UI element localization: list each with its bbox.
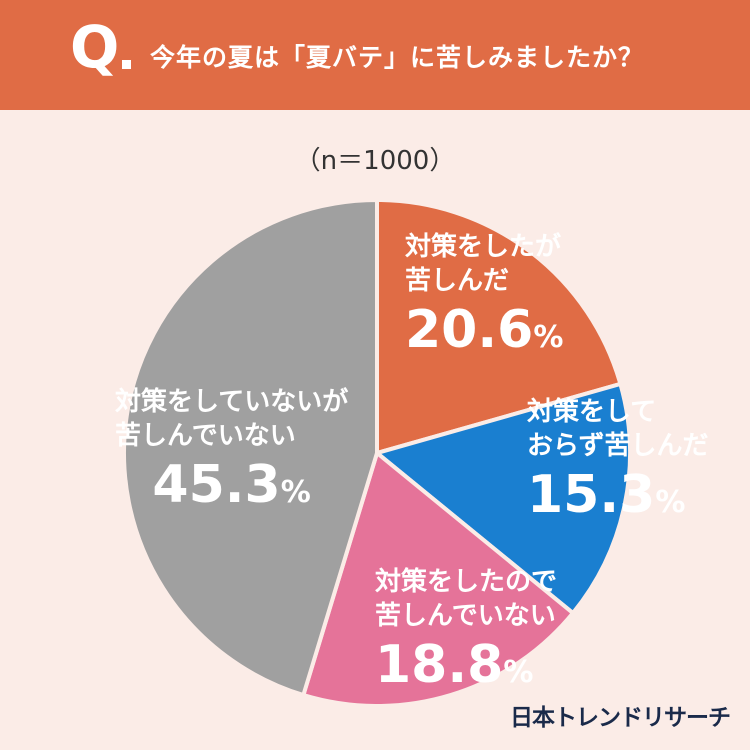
label-slice-1-line2: おらず苦しんだ: [527, 431, 709, 461]
label-slice-3: 対策をしていないが 苦しんでいない 45.3%: [115, 385, 348, 511]
percent-slice-1: 15.3%: [527, 465, 686, 525]
percent-slice-2: 18.8%: [375, 635, 534, 695]
q-dot: [122, 60, 131, 69]
label-slice-2: 対策をしたので 苦しんでいない 18.8%: [375, 565, 557, 691]
label-slice-2-line2: 苦しんでいない: [375, 601, 556, 631]
question-header: Q 今年の夏は「夏バテ」に苦しみましたか？: [0, 0, 750, 110]
question-text: 今年の夏は「夏バテ」に苦しみましたか？: [150, 43, 645, 72]
pie-slice-2: [301, 451, 575, 708]
label-slice-1: 対策をして おらず苦しんだ 15.3%: [527, 395, 708, 521]
brand-logo: 日本トレンドリサーチ: [510, 705, 731, 731]
q-mark: Q: [70, 13, 120, 81]
sample-size: （n＝1000）: [294, 146, 456, 176]
percent-slice-3: 45.3%: [152, 455, 311, 515]
label-slice-0: 対策をしたが 苦しんだ 20.6%: [405, 230, 563, 356]
label-slice-2-line1: 対策をしたので: [375, 567, 558, 597]
label-slice-3-line2: 苦しんでいない: [115, 421, 296, 451]
label-slice-1-line1: 対策をして: [527, 397, 657, 427]
pie-slice-0: [375, 198, 623, 455]
label-slice-3-line1: 対策をしていないが: [115, 387, 349, 417]
pie-slice-1: [375, 381, 632, 616]
label-slice-0-line2: 苦しんだ: [405, 266, 510, 296]
label-slice-0-line1: 対策をしたが: [405, 232, 562, 262]
pie-slice-3: [122, 198, 379, 698]
percent-slice-0: 20.6%: [405, 300, 564, 360]
